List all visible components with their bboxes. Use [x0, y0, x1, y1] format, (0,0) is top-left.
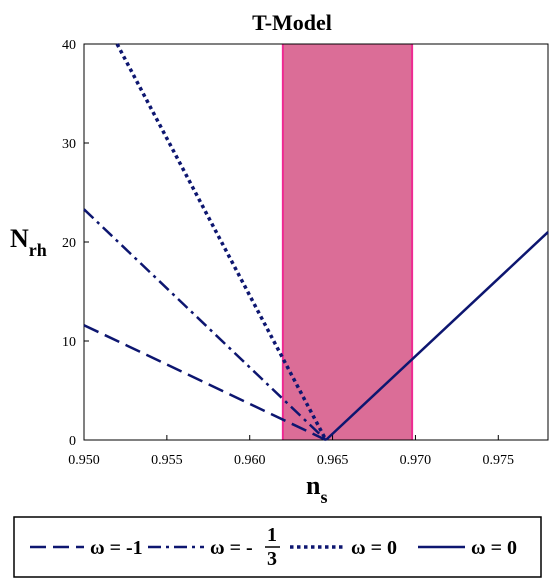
x-axis-label: ns: [306, 471, 327, 507]
shaded-band: [282, 44, 413, 440]
x-tick-label: 0.960: [234, 453, 266, 468]
y-tick-label: 20: [62, 236, 76, 251]
x-tick-label: 0.950: [68, 453, 100, 468]
legend-fraction-numerator: 1: [267, 524, 277, 546]
y-axis-label-sub: rh: [29, 240, 47, 260]
legend-label-omega-0-solid: ω = 0: [471, 537, 517, 559]
legend: ω = -1 ω = - 1 3 ω = 0 ω = 0: [30, 524, 517, 570]
legend-fraction-denominator: 3: [267, 548, 277, 570]
legend-label-omega-minus-1: ω = -1: [90, 537, 143, 559]
x-tick-label: 0.965: [317, 453, 349, 468]
series-line-dot: [115, 43, 328, 441]
y-tick-label: 40: [62, 38, 76, 53]
x-axis-label-sub: s: [320, 487, 327, 507]
series-line-solid: [325, 231, 549, 441]
x-tick-label: 0.970: [400, 453, 432, 468]
x-axis-label-main: n: [306, 471, 321, 500]
y-tick-label: 0: [69, 434, 76, 449]
x-tick-label: 0.975: [483, 453, 515, 468]
y-axis-label-main: N: [10, 224, 29, 253]
y-tick-label: 30: [62, 137, 76, 152]
series-line-dashdot: [83, 208, 327, 441]
legend-label-omega-minus-one-third: ω = -: [210, 537, 253, 559]
y-tick-label: 10: [62, 335, 76, 350]
legend-label-omega-0-dotted: ω = 0: [351, 537, 397, 559]
y-axis-label: Nrh: [10, 224, 47, 260]
chart-title: T-Model: [252, 10, 332, 35]
x-tick-label: 0.955: [151, 453, 183, 468]
